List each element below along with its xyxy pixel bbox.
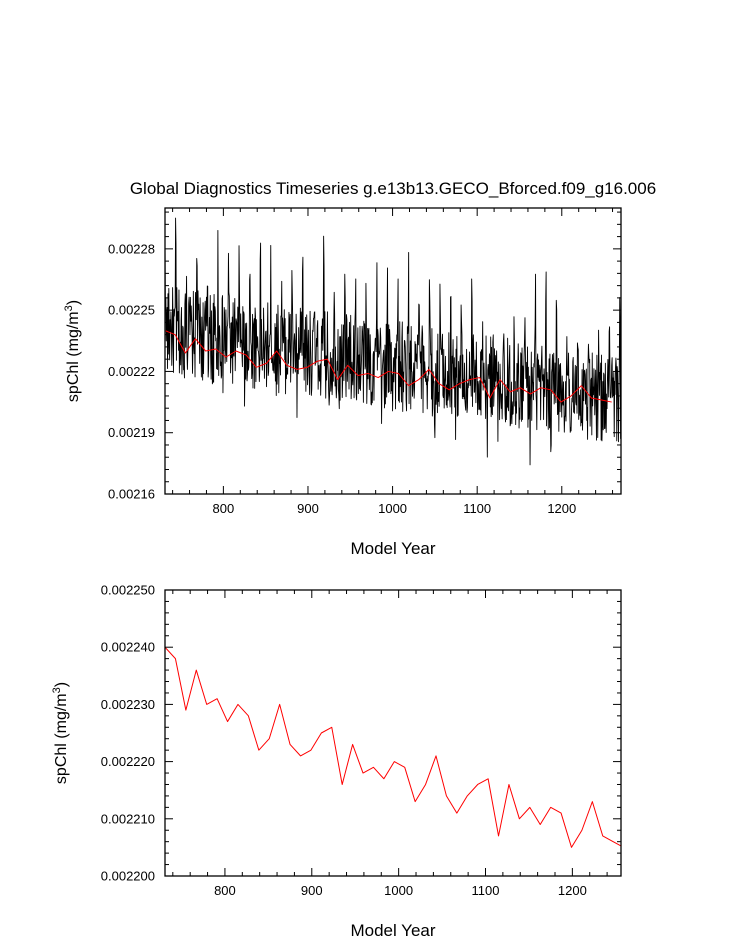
panel-top-series-monthly-line: [165, 217, 621, 466]
panel-bottom-y-tick-label-0.002230: 0.002230: [101, 697, 155, 712]
panel-bottom-x-tick-label-900: 900: [301, 883, 323, 898]
panel-bottom-y-axis-label-close: ): [53, 682, 70, 687]
panel-top-ticks: [165, 208, 621, 495]
panel-top-tick-labels: 800 900 1000 1100 1200 0.00216 0.00219 0.00222 0…: [108, 241, 576, 516]
panel-bottom-tick-labels: 800 900 1000 1100 1200 0.002200 0.002210 0.0022…: [101, 583, 587, 899]
panel-top-plot-area: [165, 217, 621, 466]
panel-bottom-series-layer: [165, 646, 621, 848]
panel-bottom-y-tick-label-0.002250: 0.002250: [101, 583, 155, 598]
panel-top-x-tick-label-1100: 1100: [463, 501, 491, 516]
panel-bottom-ticks: [165, 589, 621, 877]
panel-bottom-x-tick-label-1200: 1200: [558, 883, 587, 898]
panel-bottom-x-tick-label-1000: 1000: [384, 883, 413, 898]
panel-top-title: Global Diagnostics Timeseries g.e13b13.G…: [130, 179, 656, 198]
panel-top-x-tick-label-900: 900: [297, 501, 319, 516]
panel-top-x-tick-label-1000: 1000: [378, 501, 407, 516]
panel-bottom-y-axis-label-main: spChl (mg/m: [53, 693, 70, 784]
panel-bottom-x-axis-label: Model Year: [350, 921, 435, 940]
panel-bottom-y-tick-label-0.002220: 0.002220: [101, 754, 155, 769]
panel-bottom-frame: [164, 589, 622, 877]
panel-top-y-axis-label-sup: 3: [63, 305, 75, 311]
panel-top-y-tick-label-0.00222: 0.00222: [108, 364, 155, 379]
panel-top-y-axis-label: spChl (mg/m3): [63, 300, 82, 402]
panel-bottom-y-axis-label-sup: 3: [51, 687, 63, 693]
panel-top-y-tick-label-0.00216: 0.00216: [108, 487, 155, 502]
panel-bottom-x-tick-label-1100: 1100: [472, 883, 500, 898]
panel-bottom-x-tick-label-800: 800: [214, 883, 236, 898]
panel-top-y-axis-label-close: ): [65, 300, 82, 305]
panel-bottom-y-axis-label: spChl (mg/m3): [51, 682, 70, 784]
panel-bottom-series-annual-line: [165, 646, 621, 848]
panel-bottom-plot-area: [165, 646, 621, 848]
panel-top-y-tick-label-0.00228: 0.00228: [108, 241, 155, 256]
panel-top-y-tick-label-0.00225: 0.00225: [108, 303, 155, 318]
panel-bottom: 800 900 1000 1100 1200 0.002200 0.002210 0.0022…: [51, 583, 622, 940]
panel-top-frame: [164, 207, 622, 495]
panel-top-y-tick-label-0.00219: 0.00219: [108, 425, 155, 440]
panel-bottom-y-tick-label-0.002210: 0.002210: [101, 811, 155, 826]
panel-top-series-layer: [165, 217, 621, 466]
panel-bottom-y-tick-label-0.002240: 0.002240: [101, 640, 155, 655]
panel-bottom-y-tick-label-0.002200: 0.002200: [101, 869, 155, 884]
panel-top-x-axis-label: Model Year: [350, 539, 435, 558]
panel-top-series-annual-line: [165, 330, 612, 403]
panel-top-y-axis-label-main: spChl (mg/m: [65, 311, 82, 402]
panel-top: Global Diagnostics Timeseries g.e13b13.G…: [63, 179, 656, 558]
panel-top-x-tick-label-800: 800: [213, 501, 235, 516]
panel-top-x-tick-label-1200: 1200: [547, 501, 576, 516]
